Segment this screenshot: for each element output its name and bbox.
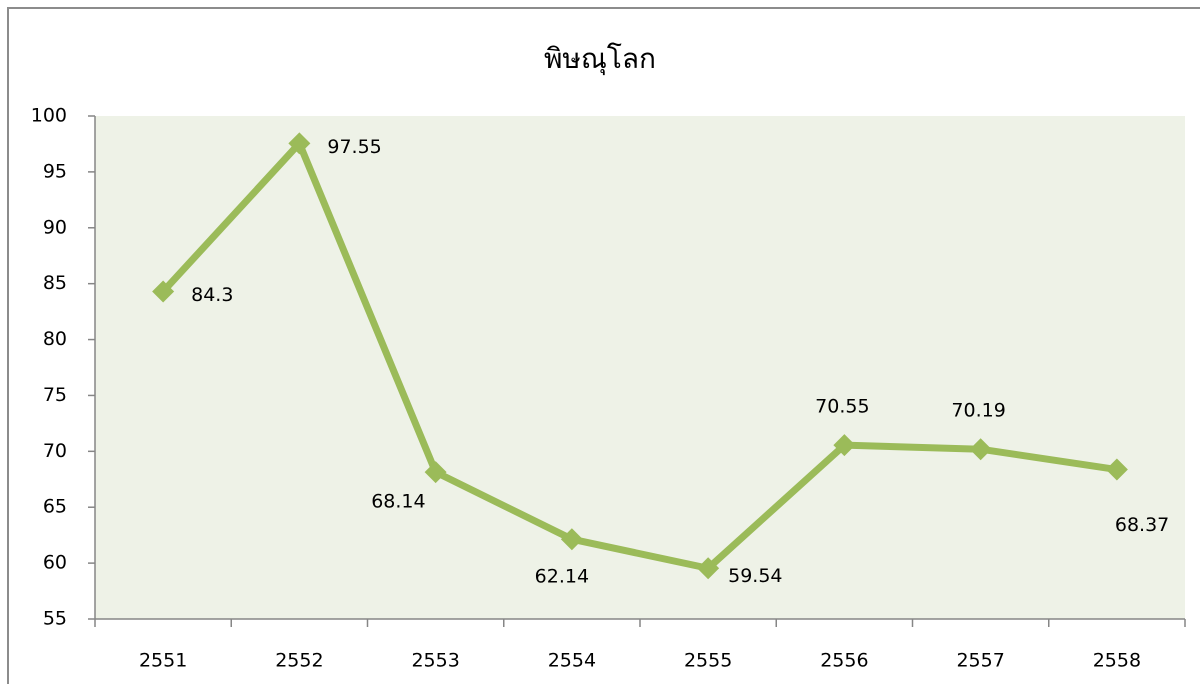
- chart: พิษณุโลก 55 60 65 70 75 80 85 90 95 100 2551 2552 25…: [0, 0, 1200, 684]
- y-tick-label: 60: [43, 552, 67, 574]
- y-tick-label: 75: [43, 384, 67, 406]
- y-tick-label: 85: [43, 272, 67, 294]
- y-tick-label: 90: [43, 216, 67, 238]
- data-label: 84.3: [191, 284, 233, 306]
- data-label: 70.55: [815, 396, 869, 418]
- chart-title: พิษณุโลก: [544, 42, 656, 76]
- data-label: 62.14: [535, 566, 589, 588]
- x-tick-label: 2551: [139, 650, 187, 672]
- y-tick-label: 70: [43, 440, 67, 462]
- data-label: 70.19: [951, 400, 1005, 422]
- data-label: 59.54: [728, 565, 782, 587]
- x-tick-label: 2557: [956, 650, 1004, 672]
- y-tick-label: 65: [43, 496, 67, 518]
- x-tick-label: 2554: [548, 650, 596, 672]
- x-tick-label: 2552: [275, 650, 323, 672]
- data-label: 68.14: [371, 491, 425, 513]
- x-tick-label: 2558: [1093, 650, 1141, 672]
- data-label: 68.37: [1115, 514, 1169, 536]
- x-tick-label: 2556: [820, 650, 868, 672]
- y-tick-label: 95: [43, 160, 67, 182]
- x-tick-label: 2555: [684, 650, 732, 672]
- data-label: 97.55: [327, 136, 381, 158]
- y-tick-label: 100: [31, 105, 67, 127]
- y-tick-label: 55: [43, 608, 67, 630]
- x-tick-label: 2553: [411, 650, 459, 672]
- y-tick-label: 80: [43, 328, 67, 350]
